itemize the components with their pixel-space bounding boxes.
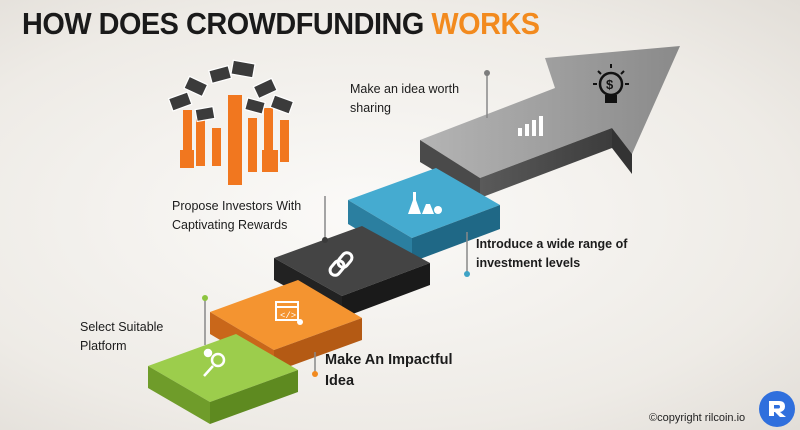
- code-window-icon: </>: [275, 301, 303, 325]
- lab-flasks-icon: [408, 192, 442, 214]
- page-title: HOW DOES CROWDFUNDING WORKS: [22, 6, 540, 41]
- bar-chart-icon: [518, 116, 543, 136]
- step-2-label: Make An Impactful Idea: [325, 352, 453, 389]
- connector-pins: [202, 70, 490, 377]
- copyright-text: ©copyright rilcoin.io: [649, 412, 746, 424]
- search-gear-icon: [203, 348, 226, 377]
- rilcoin-logo: [759, 391, 795, 427]
- title-accent: WORKS: [431, 6, 540, 41]
- step-4-label: Introduce a wide range of investment lev…: [476, 237, 628, 270]
- svg-text:$: $: [606, 77, 614, 92]
- svg-text:</>: </>: [280, 311, 296, 321]
- step-3-label: Propose Investors With Captivating Rewar…: [172, 199, 302, 232]
- step-5-label: Make an idea worth sharing: [350, 82, 460, 115]
- hands-holding-money-icon: [167, 59, 295, 185]
- lightbulb-dollar-icon: $: [593, 64, 629, 103]
- step-1-block: [148, 334, 298, 424]
- step-5-arrow: [420, 46, 680, 198]
- step-1-label: Select Suitable Platform: [80, 320, 164, 353]
- chain-link-icon: [328, 251, 354, 277]
